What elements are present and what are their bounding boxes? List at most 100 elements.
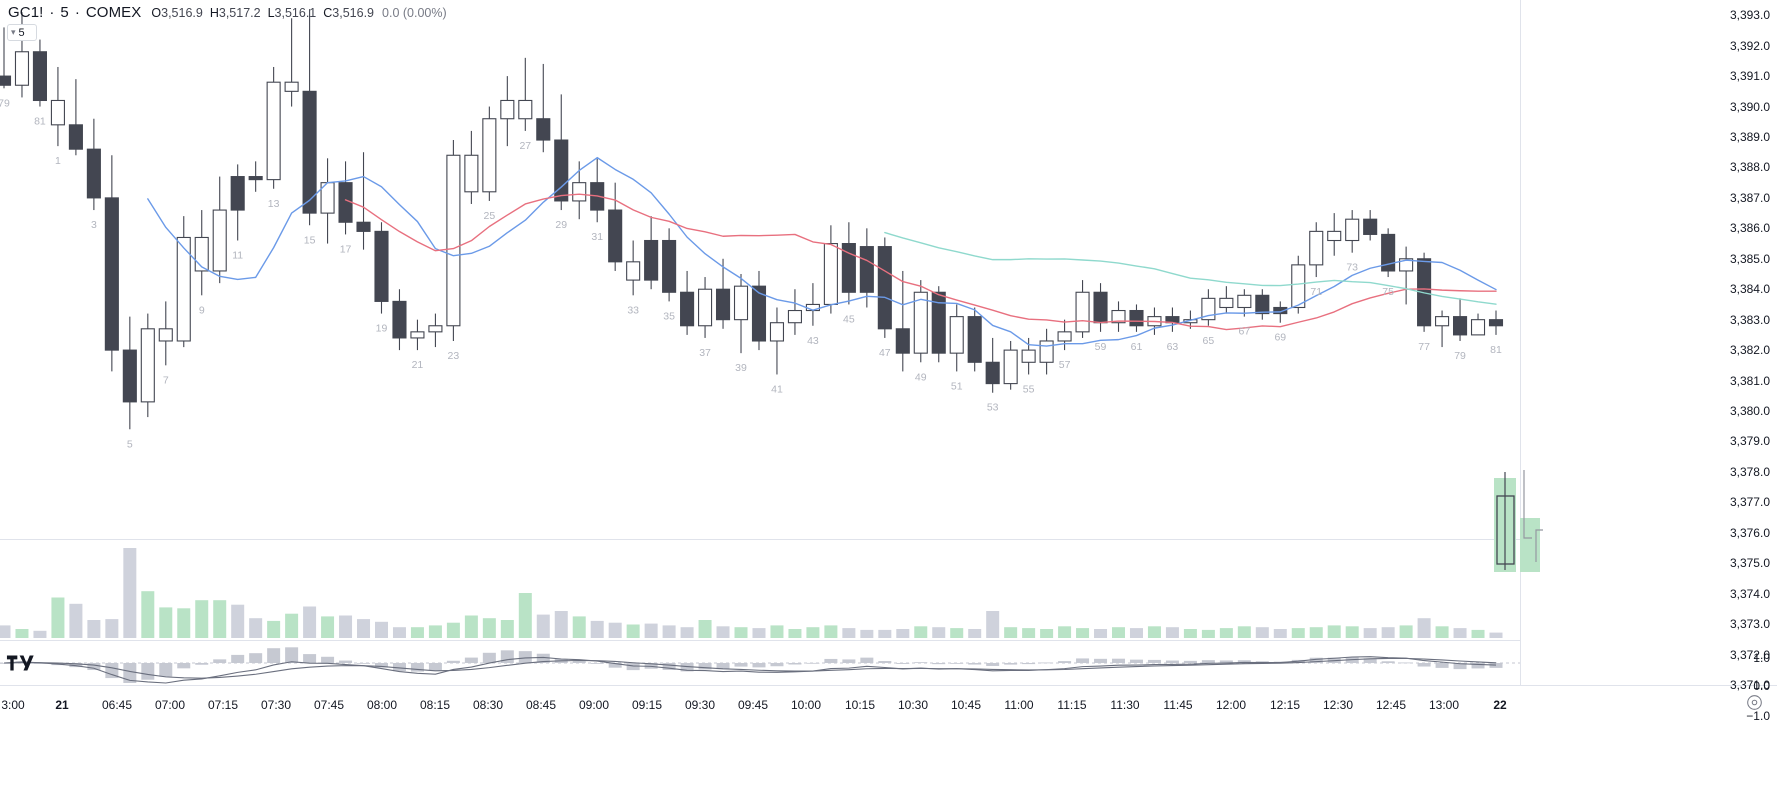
time-scale[interactable]: 3:00 21 06:45 07:00 07:15 07:30 08:00 07:45 08:1… [0,655,1777,802]
bar-index-label: 11 [232,250,243,262]
volume-bar [662,625,676,638]
volume-bar [698,620,712,638]
macd-histogram-bar [1417,663,1431,667]
price-pane[interactable]: 79 81 1 3 5 7 9 11 13 15 17 19 21 23 25 27 29 31 33 35 37 39 4… [0,0,1520,540]
candle-body [1488,319,1504,327]
time-scale-label: 07:00 [154,698,186,712]
bar-index-label: 61 [1131,341,1143,353]
volume-bar [195,600,209,638]
candle-body [1345,218,1360,242]
open-value: 3,516.9 [161,6,203,20]
candle-body [482,118,497,193]
candle-body [698,288,713,327]
clock-icon[interactable] [1746,694,1763,711]
volume-bar [339,615,353,638]
macd-histogram-bar [1489,663,1503,668]
volume-bar [626,624,640,638]
time-scale-label: 10:45 [950,698,982,712]
candle-body [1470,319,1486,336]
volume-bar [680,627,694,638]
macd-histogram-bar [860,657,874,663]
candle-body [1309,230,1324,266]
volume-bar [878,629,892,638]
volume-bar [860,629,874,638]
volume-bar [482,618,496,638]
high-key: H [209,6,219,20]
candle-body [86,148,101,199]
chart-legend: GC1! · 5 · COMEX O3,516.9 H3,517.2 L3,51… [8,4,447,21]
macd-histogram-bar [878,661,892,663]
price-tick: 3,374.0 [1729,586,1770,601]
candle-body [392,300,407,339]
candle-body [1399,258,1414,272]
time-scale-label: 12:30 [1322,698,1354,712]
volume-bar [321,616,335,638]
candle-body [1255,294,1270,315]
bar-index-label: 35 [663,310,675,322]
time-scale-day-label: 22 [1493,698,1507,712]
macd-histogram-bar [339,660,353,663]
macd-pane[interactable] [0,641,1520,685]
volume-bar [1255,627,1269,638]
volume-bar [536,614,550,638]
macd-series [0,647,1520,684]
candle-body [1129,309,1144,327]
bar-index-label: 65 [1203,335,1215,347]
volume-bar [932,627,946,638]
interval-selector[interactable]: ▾ 5 [7,24,37,41]
time-scale-label: 11:15 [1057,698,1087,712]
volume-bar [177,608,191,638]
time-scale-label: 10:30 [897,698,929,712]
volume-bar [896,629,910,638]
interval-label[interactable]: 5 [60,4,69,21]
volume-bar [1363,628,1377,638]
macd-histogram-bar [626,663,640,671]
macd-histogram-bar [788,663,802,665]
price-tick: 3,393.0 [1729,8,1770,23]
macd-histogram-bar [428,663,442,671]
candle-body [1057,331,1072,342]
bar-index-label: 29 [555,219,567,231]
volume-bar [716,626,730,638]
bar-index-label: 43 [807,335,819,347]
price-tick: 3,377.0 [1729,495,1770,510]
time-scale-label: 09:00 [578,698,610,712]
macd-histogram-bar [321,656,335,663]
volume-bar [69,603,83,638]
candle-body [1111,309,1126,324]
symbol-label[interactable]: GC1! [8,4,44,21]
candle-body [626,261,641,281]
time-scale-label: 3:00 [1,698,25,712]
macd-histogram-bar [213,659,227,663]
volume-bar [267,620,281,638]
candle-body [1291,264,1306,309]
volume-bar [357,619,371,638]
volume-bar [914,626,928,638]
candle-body [715,288,731,321]
macd-histogram-bar [267,648,281,663]
macd-line [3,656,1497,684]
tradingview-logo-icon[interactable] [6,651,40,675]
bar-index-label: 47 [879,347,891,359]
volume-pane[interactable] [0,540,1520,638]
time-scale-day-label: 21 [55,698,69,712]
bar-index-label: 53 [987,402,999,414]
volume-bar [33,630,47,638]
bar-index-label: 55 [1023,383,1035,395]
time-scale-label: 11:00 [1004,698,1034,712]
bar-index-label: 33 [627,304,639,316]
bar-index-label: 63 [1167,341,1179,353]
macd-signal-line [3,657,1497,679]
volume-bar [644,623,658,638]
volume-bar [554,611,568,638]
macd-histogram-bar [374,663,388,668]
time-scale-label: 09:15 [631,698,663,712]
volume-bar [285,613,299,638]
volume-bar [428,625,442,638]
volume-bar [770,625,784,638]
macd-histogram-bar [698,663,712,670]
macd-histogram-bar [1453,663,1467,670]
price-scale[interactable]: 3,393.0 3,392.0 3,391.0 3,390.0 3,389.0 3,388… [1520,0,1777,760]
time-scale-label: 12:15 [1269,698,1301,712]
